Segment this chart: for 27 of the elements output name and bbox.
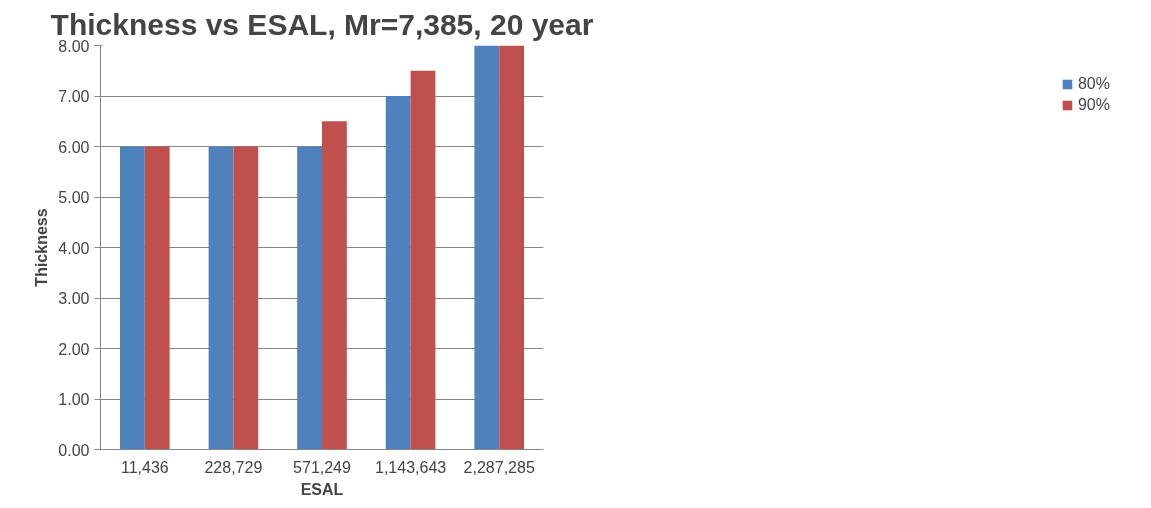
y-axis-title: Thickness (33, 208, 51, 287)
y-tick-label: 3.00 (58, 290, 90, 307)
x-tick-label: 2,287,285 (463, 458, 535, 476)
bar (474, 45, 500, 450)
bar (410, 70, 436, 450)
y-tick-label: 6.00 (58, 138, 90, 156)
x-axis-title: ESAL (300, 480, 344, 498)
legend-label: 90% (1077, 96, 1110, 114)
y-tick-label: 7.00 (58, 88, 90, 105)
y-tick-label: 0.00 (58, 441, 90, 459)
bar (385, 96, 411, 450)
bar (233, 146, 259, 450)
x-tick-label: 228,729 (204, 458, 263, 476)
bar (322, 121, 347, 450)
y-tick-label: 1.00 (58, 391, 90, 408)
x-tick-label: 571,249 (293, 458, 352, 476)
x-tick-label: 1,143,643 (375, 458, 447, 476)
y-tick-label: 2.00 (58, 340, 90, 358)
y-tick-label: 5.00 (58, 189, 90, 206)
y-tick-label: 4.00 (58, 239, 90, 257)
bar (297, 146, 322, 450)
bar (119, 146, 145, 450)
bar (499, 45, 525, 450)
bar (144, 146, 170, 450)
x-tick-label: 11,436 (120, 458, 169, 476)
legend-label: 80% (1077, 75, 1110, 93)
bar (208, 146, 234, 450)
